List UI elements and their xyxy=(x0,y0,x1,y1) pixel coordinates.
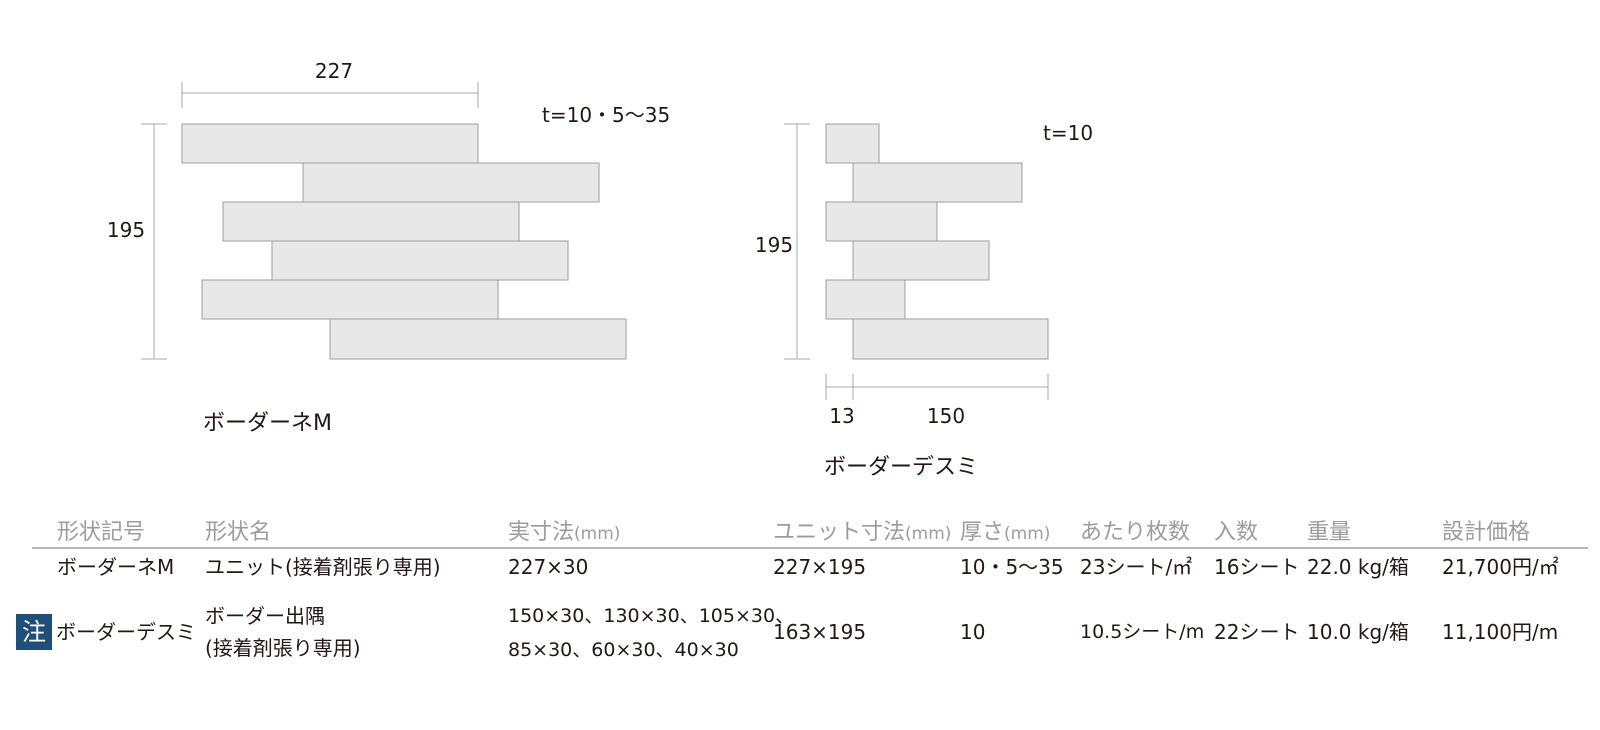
row-price: 11,100円/m xyxy=(1442,620,1559,644)
header-quantity: 入数 xyxy=(1214,520,1259,545)
tile-piece xyxy=(852,162,1023,203)
header-weight: 重量 xyxy=(1307,520,1352,545)
header-shape-code: 形状記号 xyxy=(57,520,146,545)
note-badge: 注 xyxy=(16,614,52,650)
header-actual-size: 実寸法(mm) xyxy=(508,514,620,546)
row-thickness: 10 xyxy=(960,620,986,644)
header-price: 設計価格 xyxy=(1442,520,1531,545)
row-actual-size-line2: 85×30、60×30、40×30 xyxy=(508,639,739,661)
header-shape-name: 形状名 xyxy=(205,520,272,545)
header-thickness: 厚さ(mm) xyxy=(960,514,1050,546)
tile-piece xyxy=(825,201,938,242)
diagram-borderne-m: 227 195 t=10・5〜35 ボーダーネM xyxy=(107,59,670,436)
row-quantity: 16シート xyxy=(1214,555,1300,579)
height-label: 195 xyxy=(755,233,793,257)
row-price: 21,700円/㎡ xyxy=(1442,555,1559,579)
header-thickness-label: 厚さ xyxy=(960,520,1005,545)
row-unit-size: 163×195 xyxy=(773,620,867,644)
row-quantity: 22シート xyxy=(1214,620,1300,644)
thickness-label: t=10 xyxy=(1043,121,1093,145)
header-actual-size-label: 実寸法 xyxy=(508,520,575,545)
shape-name-label: ボーダーデスミ xyxy=(824,455,978,480)
tile-piece xyxy=(825,123,880,164)
header-divider xyxy=(32,547,1588,549)
header-unit-size-unit: (mm) xyxy=(905,524,952,544)
tile-piece xyxy=(271,240,569,281)
header-unit-size-label: ユニット寸法 xyxy=(773,520,906,545)
tile-piece xyxy=(181,123,479,164)
tile-shape-diagrams: 227 195 t=10・5〜35 ボーダーネM 195 t=10 xyxy=(107,59,1093,480)
offset-label: 13 xyxy=(829,404,854,428)
row-weight: 10.0 kg/箱 xyxy=(1307,620,1409,644)
row-actual-size: 227×30 xyxy=(508,555,589,579)
header-actual-size-unit: (mm) xyxy=(574,524,621,544)
tile-piece xyxy=(222,201,520,242)
row-code: ボーダーネM xyxy=(57,555,175,579)
tile-piece xyxy=(825,279,906,320)
shape-name-label: ボーダーネM xyxy=(203,411,332,436)
row-code: ボーダーデスミ xyxy=(56,620,196,644)
diagram-border-desumi: 195 t=10 13 150 ボーダーデスミ xyxy=(755,121,1093,480)
header-thickness-unit: (mm) xyxy=(1004,524,1051,544)
tile-piece xyxy=(852,240,990,281)
header-unit-size: ユニット寸法(mm) xyxy=(773,514,951,546)
tile-piece xyxy=(201,279,499,320)
tile-piece xyxy=(852,318,1049,360)
row-sheets-per: 10.5シート/m xyxy=(1080,621,1205,643)
row-sheets-per: 23シート/㎡ xyxy=(1080,555,1193,579)
row-name: ユニット(接着剤張り専用) xyxy=(205,555,441,579)
row-actual-size: 150×30、130×30、105×30、 xyxy=(508,605,795,627)
tile-piece xyxy=(302,162,600,203)
row-thickness: 10・5〜35 xyxy=(960,555,1064,579)
spec-table: 形状記号 形状名 実寸法(mm) ユニット寸法(mm) 厚さ(mm) あたり枚数… xyxy=(0,500,1600,730)
length-label: 150 xyxy=(927,404,965,428)
row-name-line2: (接着剤張り専用) xyxy=(205,636,361,660)
height-label: 195 xyxy=(107,218,145,242)
row-weight: 22.0 kg/箱 xyxy=(1307,555,1409,579)
row-name: ボーダー出隅 xyxy=(205,604,325,628)
width-label: 227 xyxy=(315,59,353,83)
row-unit-size: 227×195 xyxy=(773,555,867,579)
header-sheets-per: あたり枚数 xyxy=(1080,520,1191,545)
tile-piece xyxy=(329,318,627,360)
thickness-label: t=10・5〜35 xyxy=(542,103,670,127)
